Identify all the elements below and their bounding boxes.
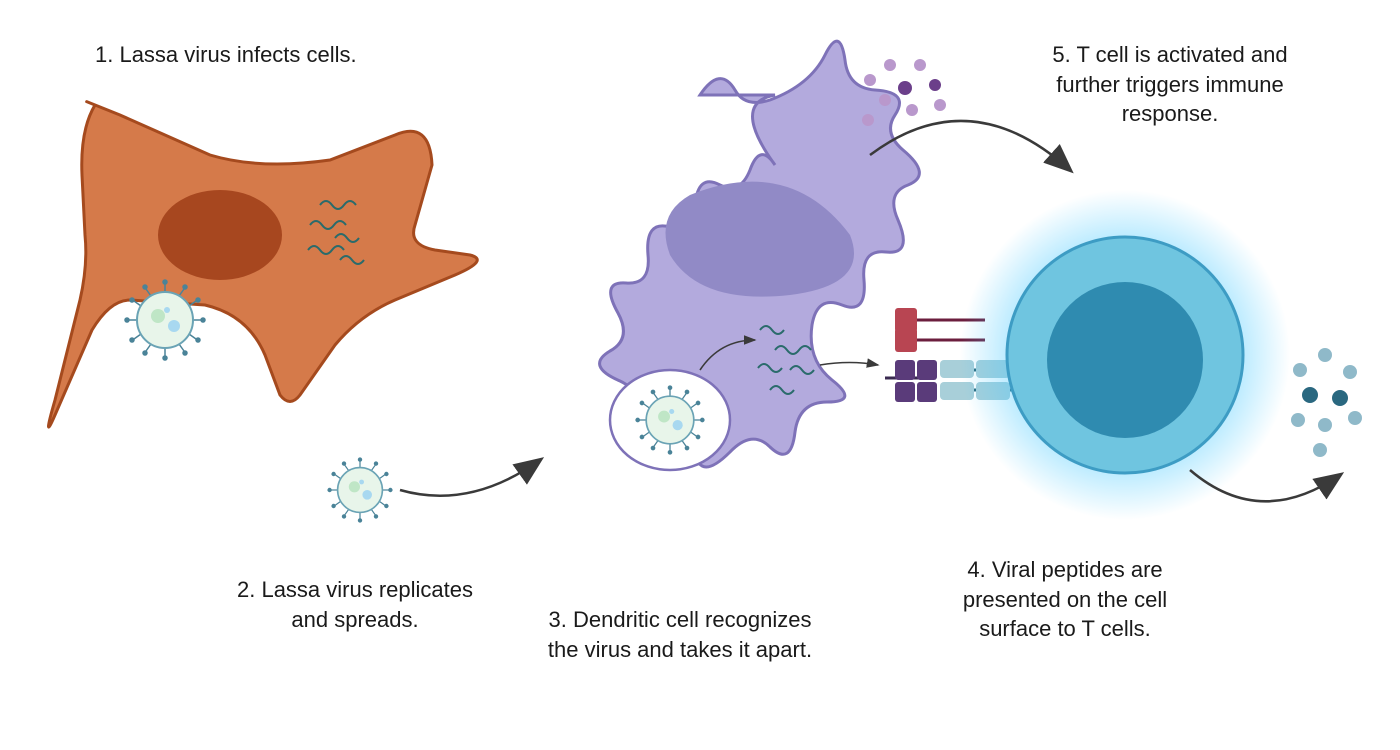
virus-icon <box>328 458 392 522</box>
step-3-label: 3. Dendritic cell recognizes the virus a… <box>540 605 820 664</box>
arrow-icon <box>820 363 878 366</box>
t-cell <box>960 190 1290 520</box>
cytokines-blue-icon <box>1291 348 1362 457</box>
step-2-label: 2. Lassa virus replicates and spreads. <box>225 575 485 634</box>
step-4-label: 4. Viral peptides are presented on the c… <box>940 555 1190 644</box>
dendritic-cell <box>600 41 920 470</box>
arrow-icon <box>400 460 540 496</box>
step-1-label: 1. Lassa virus infects cells. <box>95 40 455 70</box>
step-5-label: 5. T cell is activated and further trigg… <box>1020 40 1320 129</box>
infected-cell <box>49 102 478 427</box>
